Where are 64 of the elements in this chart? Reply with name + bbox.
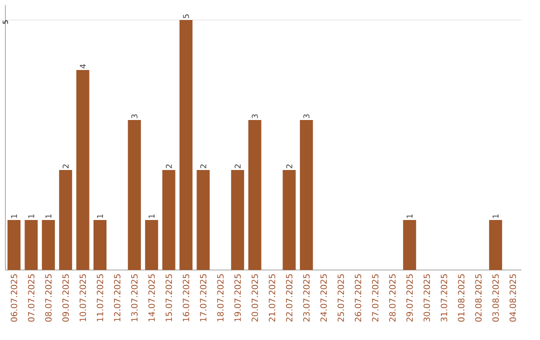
x-tick-label: 12.07.2025 <box>114 274 120 322</box>
data-label: 2 <box>234 164 241 168</box>
bar <box>145 220 158 270</box>
x-tick-label: 13.07.2025 <box>131 274 138 322</box>
x-tick-label: 26.07.2025 <box>354 274 362 322</box>
bar <box>59 170 72 270</box>
data-label: 5 <box>183 14 189 18</box>
x-tick-label: 29.07.2025 <box>406 274 413 322</box>
data-label: 1 <box>45 214 52 218</box>
x-tick-label: 30.07.2025 <box>424 274 430 322</box>
bar <box>42 220 55 270</box>
x-tick-label: 24.07.2025 <box>320 274 327 322</box>
data-label: 1 <box>97 214 103 218</box>
bar <box>8 220 20 270</box>
x-tick-label: 08.07.2025 <box>45 274 52 322</box>
x-tick-label: 16.07.2025 <box>182 274 190 322</box>
x-tick-label: 22.07.2025 <box>286 274 292 322</box>
x-tick-label: 28.07.2025 <box>389 274 396 322</box>
bar <box>128 120 141 270</box>
bar <box>489 220 502 270</box>
x-tick-label: 27.07.2025 <box>372 274 378 322</box>
x-tick-label: 18.07.2025 <box>217 274 224 322</box>
data-label: 1 <box>148 214 155 218</box>
x-tick-label: 03.08.2025 <box>492 274 499 322</box>
data-label: 3 <box>252 114 258 118</box>
bar <box>94 220 106 270</box>
x-tick-label: 31.07.2025 <box>440 274 448 322</box>
x-tick-label: 02.08.2025 <box>475 274 482 322</box>
data-label: 1 <box>406 214 413 218</box>
bar <box>162 170 176 270</box>
x-tick-label: 11.07.2025 <box>96 274 104 322</box>
x-tick-label: 17.07.2025 <box>200 274 206 322</box>
bar <box>180 20 192 270</box>
bar <box>196 170 210 270</box>
x-tick-label: 10.07.2025 <box>80 274 86 322</box>
bar <box>231 170 244 270</box>
x-tick-label: 19.07.2025 <box>234 274 241 322</box>
data-label: 1 <box>11 214 17 218</box>
x-tick-label: 14.07.2025 <box>148 274 155 322</box>
data-label: 1 <box>28 214 34 218</box>
x-tick-label: 01.08.2025 <box>458 274 464 322</box>
x-tick-label: 15.07.2025 <box>166 274 172 322</box>
x-tick-label: 06.07.2025 <box>10 274 18 322</box>
data-label: 2 <box>200 164 206 168</box>
data-label: 4 <box>80 64 86 68</box>
data-label: 3 <box>303 114 310 118</box>
x-tick-label: 09.07.2025 <box>62 274 69 322</box>
bar <box>24 220 38 270</box>
x-tick-label: 23.07.2025 <box>303 274 310 322</box>
data-label: 2 <box>166 164 172 168</box>
bar <box>403 220 416 270</box>
x-tick-label: 20.07.2025 <box>252 274 258 322</box>
bar <box>76 70 90 270</box>
data-label: 1 <box>492 214 499 218</box>
x-tick-label: 25.07.2025 <box>338 274 344 322</box>
data-label: 2 <box>286 164 292 168</box>
x-tick-label: 21.07.2025 <box>268 274 276 322</box>
data-label: 3 <box>131 114 138 118</box>
x-tick-label: 07.07.2025 <box>28 274 34 322</box>
bar <box>248 120 262 270</box>
bar <box>282 170 296 270</box>
data-label: 2 <box>62 164 69 168</box>
bar <box>300 120 313 270</box>
x-tick-label: 04.08.2025 <box>510 274 516 322</box>
